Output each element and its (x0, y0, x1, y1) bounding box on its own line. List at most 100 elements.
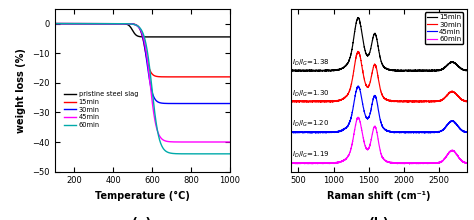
X-axis label: Temperature (°C): Temperature (°C) (95, 191, 190, 201)
30min (356, 51, 362, 53)
30min (52, 22, 57, 25)
pristine steel slag (132, 33, 138, 36)
15min (132, 23, 138, 26)
Line: 45min: 45min (292, 86, 467, 133)
45min (355, 85, 361, 87)
45min (190, 141, 196, 143)
30min (442, 97, 447, 99)
15min (190, 75, 196, 78)
45min (227, 141, 233, 143)
Line: 15min: 15min (55, 24, 230, 77)
30min (364, 84, 369, 87)
30min (222, 102, 228, 105)
pristine steel slag (190, 36, 196, 38)
Line: 30min: 30min (292, 51, 467, 102)
X-axis label: Raman shift (cm⁻¹): Raman shift (cm⁻¹) (328, 191, 431, 201)
45min (289, 131, 294, 133)
15min (313, 70, 319, 73)
30min (416, 101, 422, 104)
60min (356, 117, 362, 119)
15min (309, 69, 314, 72)
pristine steel slag (227, 36, 233, 38)
45min (137, 27, 143, 30)
Line: 45min: 45min (55, 24, 230, 142)
pristine steel slag (222, 36, 228, 38)
45min (464, 131, 470, 133)
60min (137, 26, 143, 29)
60min (309, 162, 314, 165)
45min (356, 86, 362, 88)
Legend: 15min, 30min, 45min, 60min: 15min, 30min, 45min, 60min (425, 12, 464, 44)
30min (61, 22, 66, 25)
30min (309, 100, 314, 103)
60min (227, 152, 233, 155)
15min (442, 66, 447, 69)
30min (461, 99, 466, 102)
30min (137, 28, 143, 30)
45min (222, 141, 228, 143)
Legend: pristine steel slag, 15min, 30min, 45min, 60min: pristine steel slag, 15min, 30min, 45min… (61, 89, 141, 131)
15min (52, 22, 57, 25)
Text: $I_D/I_G$=1.19: $I_D/I_G$=1.19 (292, 150, 330, 160)
Line: 30min: 30min (55, 24, 230, 104)
Line: 60min: 60min (292, 117, 467, 164)
30min (222, 102, 228, 105)
Text: $I_D/I_G$=1.20: $I_D/I_G$=1.20 (292, 119, 329, 130)
15min (461, 68, 466, 71)
45min (364, 116, 369, 119)
15min (355, 16, 361, 19)
60min (407, 163, 412, 165)
15min (319, 69, 325, 72)
30min (132, 23, 138, 26)
45min (442, 127, 447, 129)
60min (461, 161, 466, 163)
60min (52, 22, 57, 25)
Line: 60min: 60min (55, 24, 230, 154)
30min (190, 102, 196, 105)
Text: $I_D/I_G$=1.30: $I_D/I_G$=1.30 (292, 88, 330, 99)
60min (61, 22, 66, 25)
60min (319, 162, 325, 165)
pristine steel slag (201, 36, 207, 38)
Y-axis label: weight loss (%): weight loss (%) (17, 48, 27, 133)
Text: $I_D/I_G$=1.38: $I_D/I_G$=1.38 (292, 58, 330, 68)
pristine steel slag (222, 36, 228, 38)
45min (319, 131, 325, 134)
60min (364, 147, 369, 150)
60min (442, 157, 447, 160)
15min (464, 69, 470, 72)
30min (464, 100, 470, 103)
pristine steel slag (61, 22, 66, 25)
30min (355, 50, 361, 53)
15min (222, 75, 228, 78)
30min (319, 100, 325, 102)
45min (61, 22, 66, 25)
Text: (b): (b) (369, 217, 390, 220)
45min (403, 132, 409, 134)
15min (222, 75, 228, 78)
60min (355, 116, 361, 118)
45min (222, 141, 228, 143)
15min (364, 53, 369, 55)
15min (227, 75, 233, 78)
30min (227, 102, 233, 105)
60min (190, 152, 196, 155)
60min (132, 24, 138, 26)
Line: pristine steel slag: pristine steel slag (55, 24, 230, 37)
pristine steel slag (137, 35, 143, 38)
45min (461, 131, 466, 133)
15min (356, 17, 362, 20)
30min (289, 100, 294, 103)
60min (222, 152, 228, 155)
15min (289, 69, 294, 72)
15min (61, 22, 66, 25)
45min (132, 24, 138, 26)
15min (137, 28, 143, 30)
60min (222, 152, 228, 155)
Text: (a): (a) (132, 217, 152, 220)
Line: 15min: 15min (292, 18, 467, 71)
45min (52, 22, 57, 25)
60min (464, 162, 470, 164)
pristine steel slag (52, 22, 57, 25)
45min (309, 131, 314, 133)
